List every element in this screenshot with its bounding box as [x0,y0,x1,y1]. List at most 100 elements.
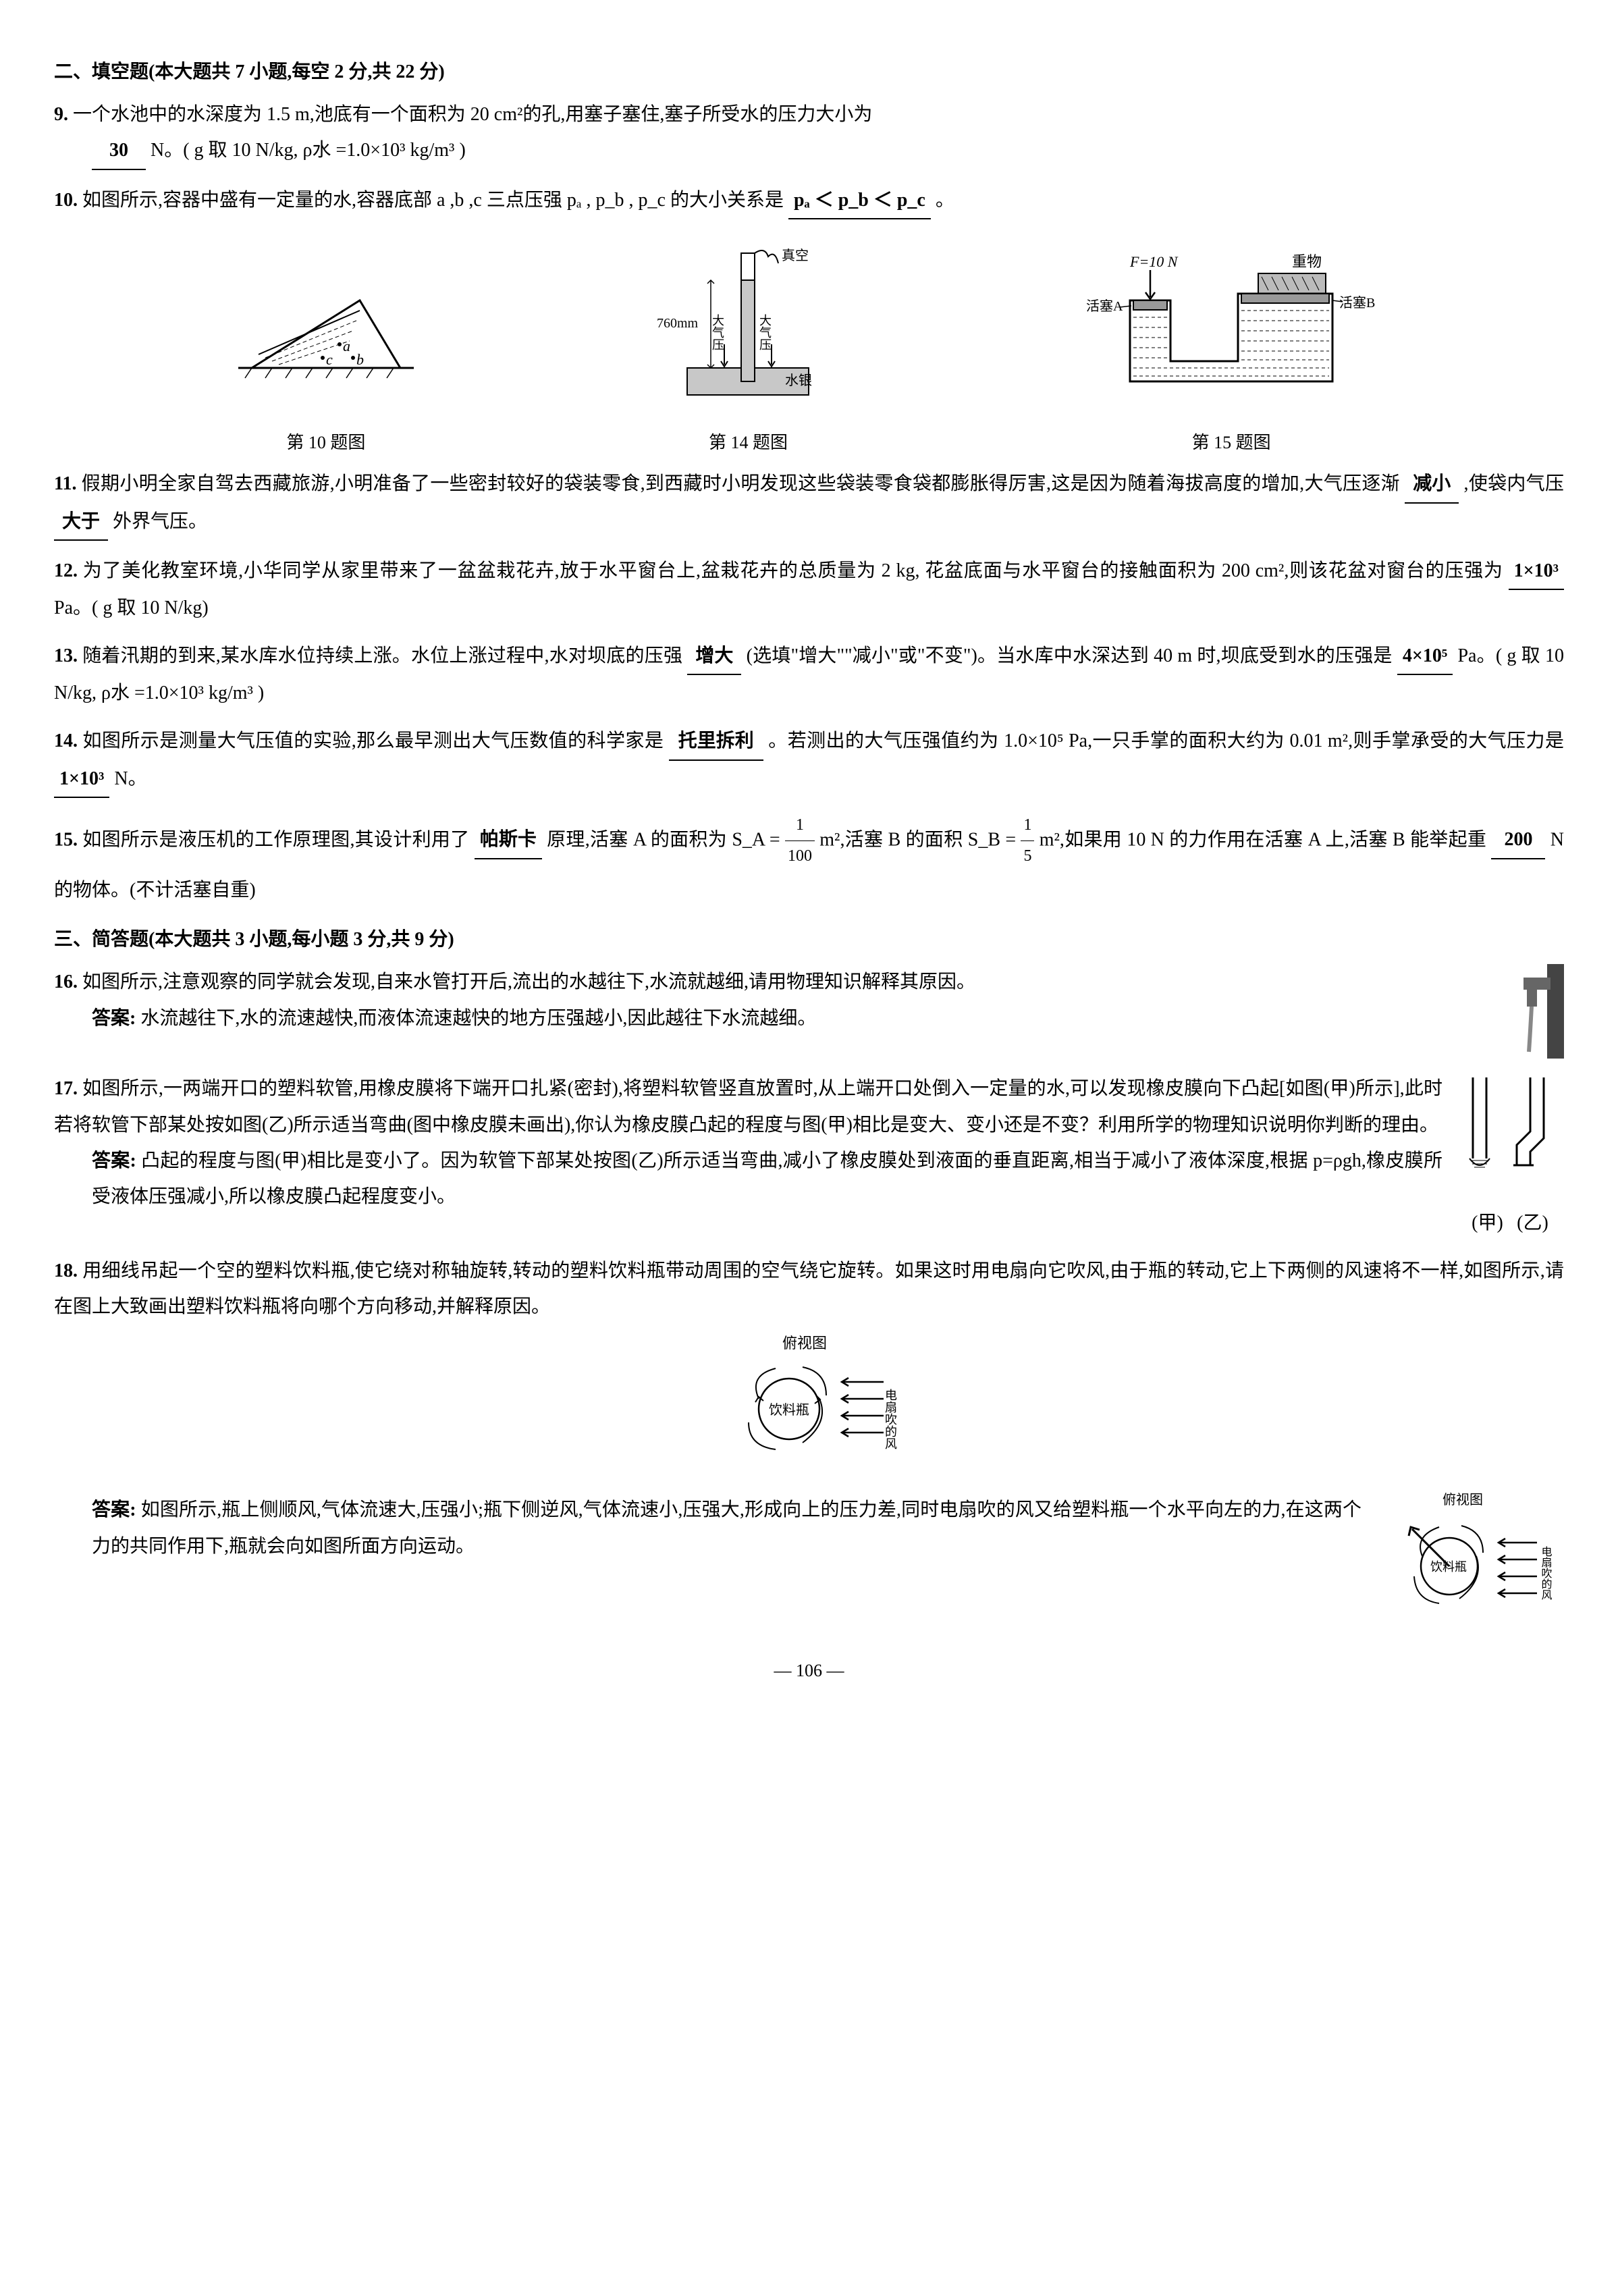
q11-text-a: 假期小明全家自驾去西藏旅游,小明准备了一些密封较好的袋装零食,到西藏时小明发现这… [82,473,1400,494]
question-11: 11. 假期小明全家自驾去西藏旅游,小明准备了一些密封较好的袋装零食,到西藏时小… [54,466,1564,540]
q16-text: 如图所示,注意观察的同学就会发现,自来水管打开后,流出的水越往下,水流就越细,请… [82,971,975,992]
q12-text-a: 为了美化教室环境,小华同学从家里带来了一盆盆栽花卉,放于水平窗台上,盆栽花卉的总… [83,560,1503,581]
q14-num: 14. [54,730,78,751]
q15-text-a: 如图所示是液压机的工作原理图,其设计利用了 [82,829,469,850]
figure-10-svg: a c b [238,273,414,408]
q15-frac2: 1 5 [1021,810,1034,872]
q13-blank1: 增大 [687,638,741,675]
page-number: — 106 — [54,1654,1564,1687]
svg-text:a: a [343,338,350,354]
q9-blank1: 30 [92,132,146,169]
svg-text:水银: 水银 [785,373,812,388]
svg-text:重物: 重物 [1292,253,1322,270]
figure-10: a c b 第 10 题图 [238,273,414,460]
q18-answer: 如图所示,瓶上侧顺风,气体流速大,压强小;瓶下侧逆风,气体流速小,压强大,形成向… [92,1499,1361,1556]
q12-blank1: 1×10³ [1509,553,1564,590]
question-14: 14. 如图所示是测量大气压值的实验,那么最早测出大气压数值的科学家是 托里拆利… [54,723,1564,797]
q14-text-a: 如图所示是测量大气压值的实验,那么最早测出大气压数值的科学家是 [82,730,664,751]
figure-14-caption: 第 14 题图 [647,426,849,459]
q15-text-c: m²,活塞 B 的面积 S_B = [819,829,1016,850]
q13-text-b: (选填"增大""减小"或"不变")。当水库中水深达到 40 m 时,坝底受到水的… [747,645,1393,666]
figure-17: (甲) (乙) [1456,1071,1564,1240]
figures-row-1: a c b 第 10 题图 真空 760mm 大气压 大气压 水银 [54,233,1564,460]
q18-num: 18. [54,1260,78,1281]
q16-num: 16. [54,971,78,992]
svg-text:活塞B: 活塞B [1339,295,1375,311]
q14-blank2: 1×10³ [54,761,109,798]
figure-16-tap [1510,964,1564,1059]
q18-answer-block: 俯视图 饮料瓶 电扇吹的风 答案: 如图所示,瓶上侧顺风,气体流速大,压强小;瓶… [54,1492,1564,1627]
svg-text:b: b [356,351,364,368]
svg-text:F=10 N: F=10 N [1129,253,1179,270]
q13-num: 13. [54,645,78,666]
q11-text-b: ,使袋内气压 [1464,473,1564,494]
svg-text:活塞A: 活塞A [1086,298,1123,314]
q12-text-b: Pa。( g 取 10 N/kg) [54,597,209,618]
q9-text-a: 一个水池中的水深度为 1.5 m,池底有一个面积为 20 cm²的孔,用塞子塞住… [73,104,872,125]
question-17: (甲) (乙) 17. 如图所示,一两端开口的塑料软管,用橡皮膜将下端开口扎紧(… [54,1071,1564,1240]
q10-text-b: 。 [936,190,954,211]
q15-frac1-num: 1 [785,810,815,842]
svg-text:大气压: 大气压 [711,314,724,350]
q10-blank1: pₐ ＜ p_b ＜ p_c [788,182,931,219]
q11-blank1: 减小 [1405,466,1459,503]
question-9: 9. 一个水池中的水深度为 1.5 m,池底有一个面积为 20 cm²的孔,用塞… [54,97,1564,169]
q14-text-c: N。 [114,768,146,789]
q17-answer-label: 答案: [92,1150,136,1171]
q15-frac1-den: 100 [785,841,815,872]
figure-18-answer: 俯视图 饮料瓶 电扇吹的风 [1375,1492,1564,1627]
svg-text:俯视图: 俯视图 [782,1335,827,1352]
q17-fig-yi: (乙) [1513,1205,1553,1241]
svg-text:电扇吹的风: 电扇吹的风 [1540,1546,1553,1600]
figure-15-caption: 第 15 题图 [1083,426,1380,459]
q15-frac2-den: 5 [1021,841,1034,872]
q17-text: 如图所示,一两端开口的塑料软管,用橡皮膜将下端开口扎紧(密封),将塑料软管竖直放… [54,1078,1442,1135]
q18-answer-label: 答案: [92,1499,136,1520]
svg-text:c: c [326,351,333,368]
question-13: 13. 随着汛期的到来,某水库水位持续上涨。水位上涨过程中,水对坝底的压强 增大… [54,638,1564,711]
q11-blank2: 大于 [54,504,108,541]
question-16: 16. 如图所示,注意观察的同学就会发现,自来水管打开后,流出的水越往下,水流就… [54,964,1564,1059]
q10-text-a: 如图所示,容器中盛有一定量的水,容器底部 a ,b ,c 三点压强 pₐ , p… [82,190,784,211]
q18-text: 用细线吊起一个空的塑料饮料瓶,使它绕对称轴旋转,转动的塑料饮料瓶带动周围的空气绕… [54,1260,1564,1317]
q17-fig-jia: (甲) [1467,1205,1508,1241]
q14-text-b: 。若测出的大气压强值约为 1.0×10⁵ Pa,一只手掌的面积大约为 0.01 … [768,730,1564,751]
figure-14: 真空 760mm 大气压 大气压 水银 第 14 题图 [647,233,849,460]
q11-text-c: 外界气压。 [113,511,207,532]
q14-blank1: 托里拆利 [669,723,763,760]
q15-frac2-num: 1 [1021,810,1034,842]
q10-num: 10. [54,190,78,211]
q16-answer: 水流越往下,水的流速越快,而液体流速越快的地方压强越小,因此越往下水流越细。 [140,1008,816,1029]
figure-10-caption: 第 10 题图 [238,426,414,459]
figure-14-svg: 真空 760mm 大气压 大气压 水银 [647,233,849,408]
svg-text:俯视图: 俯视图 [1442,1492,1483,1507]
q15-frac1: 1 100 [785,810,815,872]
q12-num: 12. [54,560,78,581]
svg-text:760mm: 760mm [657,316,699,331]
section2-header: 二、填空题(本大题共 7 小题,每空 2 分,共 22 分) [54,54,1564,90]
svg-text:饮料瓶: 饮料瓶 [769,1402,809,1418]
section3-header: 三、简答题(本大题共 3 小题,每小题 3 分,共 9 分) [54,922,1564,957]
svg-text:真空: 真空 [782,248,809,263]
question-12: 12. 为了美化教室环境,小华同学从家里带来了一盆盆栽花卉,放于水平窗台上,盆栽… [54,553,1564,626]
q9-num: 9. [54,104,68,125]
svg-text:大气压: 大气压 [758,314,772,350]
q17-num: 17. [54,1078,78,1099]
q15-text-d: m²,如果用 10 N 的力作用在活塞 A 上,活塞 B 能举起重 [1040,829,1486,850]
q15-text-b: 原理,活塞 A 的面积为 S_A = [547,829,780,850]
question-10: 10. 如图所示,容器中盛有一定量的水,容器底部 a ,b ,c 三点压强 pₐ… [54,182,1564,219]
q15-blank2: 200 [1491,822,1545,859]
question-15: 15. 如图所示是液压机的工作原理图,其设计利用了 帕斯卡 原理,活塞 A 的面… [54,810,1564,908]
question-18: 18. 用细线吊起一个空的塑料饮料瓶,使它绕对称轴旋转,转动的塑料饮料瓶带动周围… [54,1253,1564,1628]
q13-text-a: 随着汛期的到来,某水库水位持续上涨。水位上涨过程中,水对坝底的压强 [82,645,682,666]
q9-text-b: N。( g 取 10 N/kg, ρ水 =1.0×10³ kg/m³ ) [151,140,466,161]
q16-answer-label: 答案: [92,1008,136,1029]
svg-text:电扇吹的风: 电扇吹的风 [884,1389,897,1449]
figure-15-svg: F=10 N 重物 活塞A [1083,246,1380,408]
q17-answer: 凸起的程度与图(甲)相比是变小了。因为软管下部某处按图(乙)所示适当弯曲,减小了… [92,1150,1442,1207]
figure-15: F=10 N 重物 活塞A [1083,246,1380,460]
q11-num: 11. [54,473,76,494]
q13-blank2: 4×10⁵ [1397,638,1453,675]
q15-blank1: 帕斯卡 [475,822,542,859]
q15-num: 15. [54,829,78,850]
